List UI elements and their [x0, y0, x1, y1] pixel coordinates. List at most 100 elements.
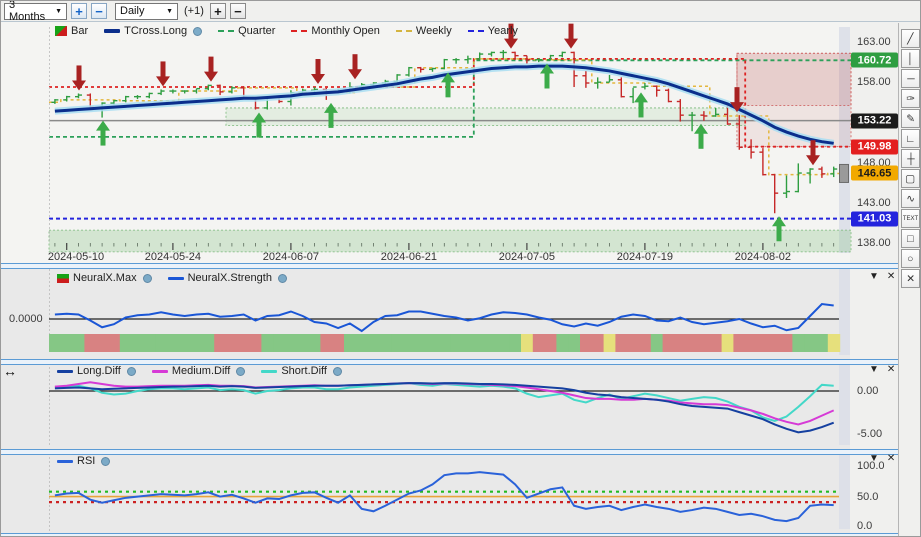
legend-item-yearly[interactable]: Yearly	[467, 25, 518, 37]
ohlc-bar	[783, 175, 790, 198]
ohlc-bar	[429, 67, 436, 72]
info-icon[interactable]	[332, 366, 342, 376]
sell-signal-arrow	[730, 87, 744, 113]
ohlc-bar	[169, 89, 177, 94]
neuralx-max-cell	[403, 334, 416, 352]
sell-signal-arrow	[311, 59, 325, 85]
tool-delete-button[interactable]: ✕	[901, 269, 920, 288]
sell-signal-arrow	[348, 54, 362, 80]
projection-strip	[839, 455, 850, 529]
period-plus-button[interactable]: +	[209, 3, 226, 19]
tcross-long-line	[54, 64, 834, 145]
neuralx-max-cell	[60, 334, 74, 352]
close-panel-button[interactable]: ✕	[886, 364, 896, 375]
tool-pen-icon: ✑	[906, 93, 915, 105]
range-select[interactable]: 3 Months ▼	[4, 1, 67, 23]
ohlc-bar	[735, 115, 743, 150]
info-icon[interactable]	[101, 456, 111, 466]
price-axis-label: 138.00	[857, 237, 891, 249]
drawing-tools-toolbar: ╱ │ ─ ✑ ✎ ∟ ┼ ▢ ∿ TEXT □ ○ ✕	[898, 23, 920, 536]
line-series-icon	[167, 276, 184, 280]
info-icon[interactable]	[236, 366, 246, 376]
quarter-open-line	[49, 59, 851, 138]
x-axis-label: 2024-05-10	[48, 251, 104, 263]
legend-item-rsi[interactable]: RSI	[57, 455, 111, 467]
neuralx-max-cell	[816, 334, 829, 352]
close-panel-button[interactable]: ✕	[886, 271, 896, 282]
neuralx-panel-controls: ▼ ✕	[869, 272, 895, 282]
neuralx-max-cell	[662, 334, 675, 352]
ohlc-bar	[535, 58, 543, 63]
tool-rectangle-button[interactable]: □	[901, 229, 920, 248]
legend-item-short-diff[interactable]: Short.Diff	[261, 365, 342, 377]
diff-panel-controls: ▼ ✕	[869, 365, 895, 375]
info-icon[interactable]	[277, 273, 287, 283]
period-select[interactable]: Daily ▼	[115, 2, 178, 20]
legend-item-monthly-open[interactable]: Monthly Open	[291, 25, 380, 37]
ohlc-bar	[688, 111, 696, 132]
panel-divider[interactable]	[1, 359, 920, 365]
panel-divider[interactable]	[1, 449, 920, 455]
ohlc-bar	[417, 66, 425, 73]
info-icon[interactable]	[193, 26, 203, 36]
tool-pencil-button[interactable]: ✎	[901, 109, 920, 128]
tool-trend-line-icon: ╱	[907, 33, 914, 45]
ohlc-bar	[75, 93, 82, 99]
info-icon[interactable]	[126, 366, 136, 376]
neuralx-max-cell	[178, 334, 192, 352]
collapse-panel-button[interactable]: ▼	[869, 271, 879, 282]
tool-pencil-icon: ✎	[906, 113, 915, 125]
rsi-axis-label: 100.0	[857, 460, 885, 472]
ohlc-bar	[818, 166, 826, 178]
tool-callout-button[interactable]: ▢	[901, 169, 920, 188]
neuralx-max-cell	[296, 334, 310, 352]
neuralx-max-cell	[261, 334, 274, 352]
neuralx-max-cell	[627, 334, 640, 352]
legend-item-long-diff[interactable]: Long.Diff	[57, 365, 136, 377]
close-panel-button[interactable]: ✕	[886, 453, 896, 464]
buy-signal-arrow	[324, 102, 338, 128]
legend-label: Short.Diff	[281, 365, 327, 377]
period-minus-button[interactable]: −	[229, 3, 246, 19]
legend-label: Yearly	[487, 25, 518, 37]
ohlc-bar	[181, 90, 189, 94]
legend-item-medium-diff[interactable]: Medium.Diff	[151, 365, 246, 377]
legend-item-weekly[interactable]: Weekly	[395, 25, 452, 37]
neuralx-max-cell	[603, 334, 616, 352]
zoom-out-button[interactable]: −	[91, 3, 107, 19]
zoom-in-button[interactable]: +	[71, 3, 87, 19]
neuralx-max-cell	[532, 334, 546, 352]
ohlc-bar	[759, 148, 767, 176]
rsi-line	[54, 471, 834, 523]
legend-item-bar[interactable]: Bar	[55, 25, 88, 37]
collapse-panel-button[interactable]: ▼	[869, 453, 879, 464]
neuralx-max-cell	[320, 334, 333, 352]
x-axis-label: 2024-06-07	[263, 251, 319, 263]
ohlc-bar	[617, 77, 625, 98]
ohlc-bar	[145, 92, 153, 99]
info-icon[interactable]	[142, 273, 152, 283]
neuralx-max-cell	[792, 334, 805, 352]
legend-item-neuralx-strength[interactable]: NeuralX.Strength	[167, 272, 287, 284]
tool-vertical-line-button[interactable]: │	[901, 49, 920, 68]
legend-item-neuralx-max[interactable]: NeuralX.Max	[57, 272, 152, 284]
tool-pen-button[interactable]: ✑	[901, 89, 920, 108]
tool-angle-button[interactable]: ∟	[901, 129, 920, 148]
collapse-panel-button[interactable]: ▼	[869, 364, 879, 375]
neuralx-max-cell	[709, 334, 723, 352]
tool-horizontal-line-button[interactable]: ─	[901, 69, 920, 88]
tool-wave-button[interactable]: ∿	[901, 189, 920, 208]
tool-trend-line-button[interactable]: ╱	[901, 29, 920, 48]
tool-ellipse-button[interactable]: ○	[901, 249, 920, 268]
sell-signal-arrow	[806, 140, 820, 166]
dashed-line-icon	[291, 30, 308, 32]
legend-item-quarter[interactable]: Quarter	[218, 25, 275, 37]
tool-crosshair-button[interactable]: ┼	[901, 149, 920, 168]
legend-item-tcross[interactable]: TCross.Long	[104, 25, 203, 37]
tool-text-button[interactable]: TEXT	[901, 209, 920, 228]
neuralx-zero-label: 0.0000	[9, 313, 43, 325]
tool-rectangle-icon: □	[907, 232, 914, 245]
buy-signal-arrow	[634, 92, 648, 118]
panel-divider[interactable]	[1, 263, 920, 269]
